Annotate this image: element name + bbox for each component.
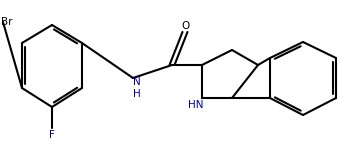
Text: F: F — [49, 130, 55, 140]
Text: H: H — [133, 89, 141, 99]
Text: O: O — [181, 21, 189, 31]
Text: HN: HN — [188, 100, 204, 110]
Text: N: N — [133, 77, 141, 87]
Text: Br: Br — [1, 17, 12, 27]
